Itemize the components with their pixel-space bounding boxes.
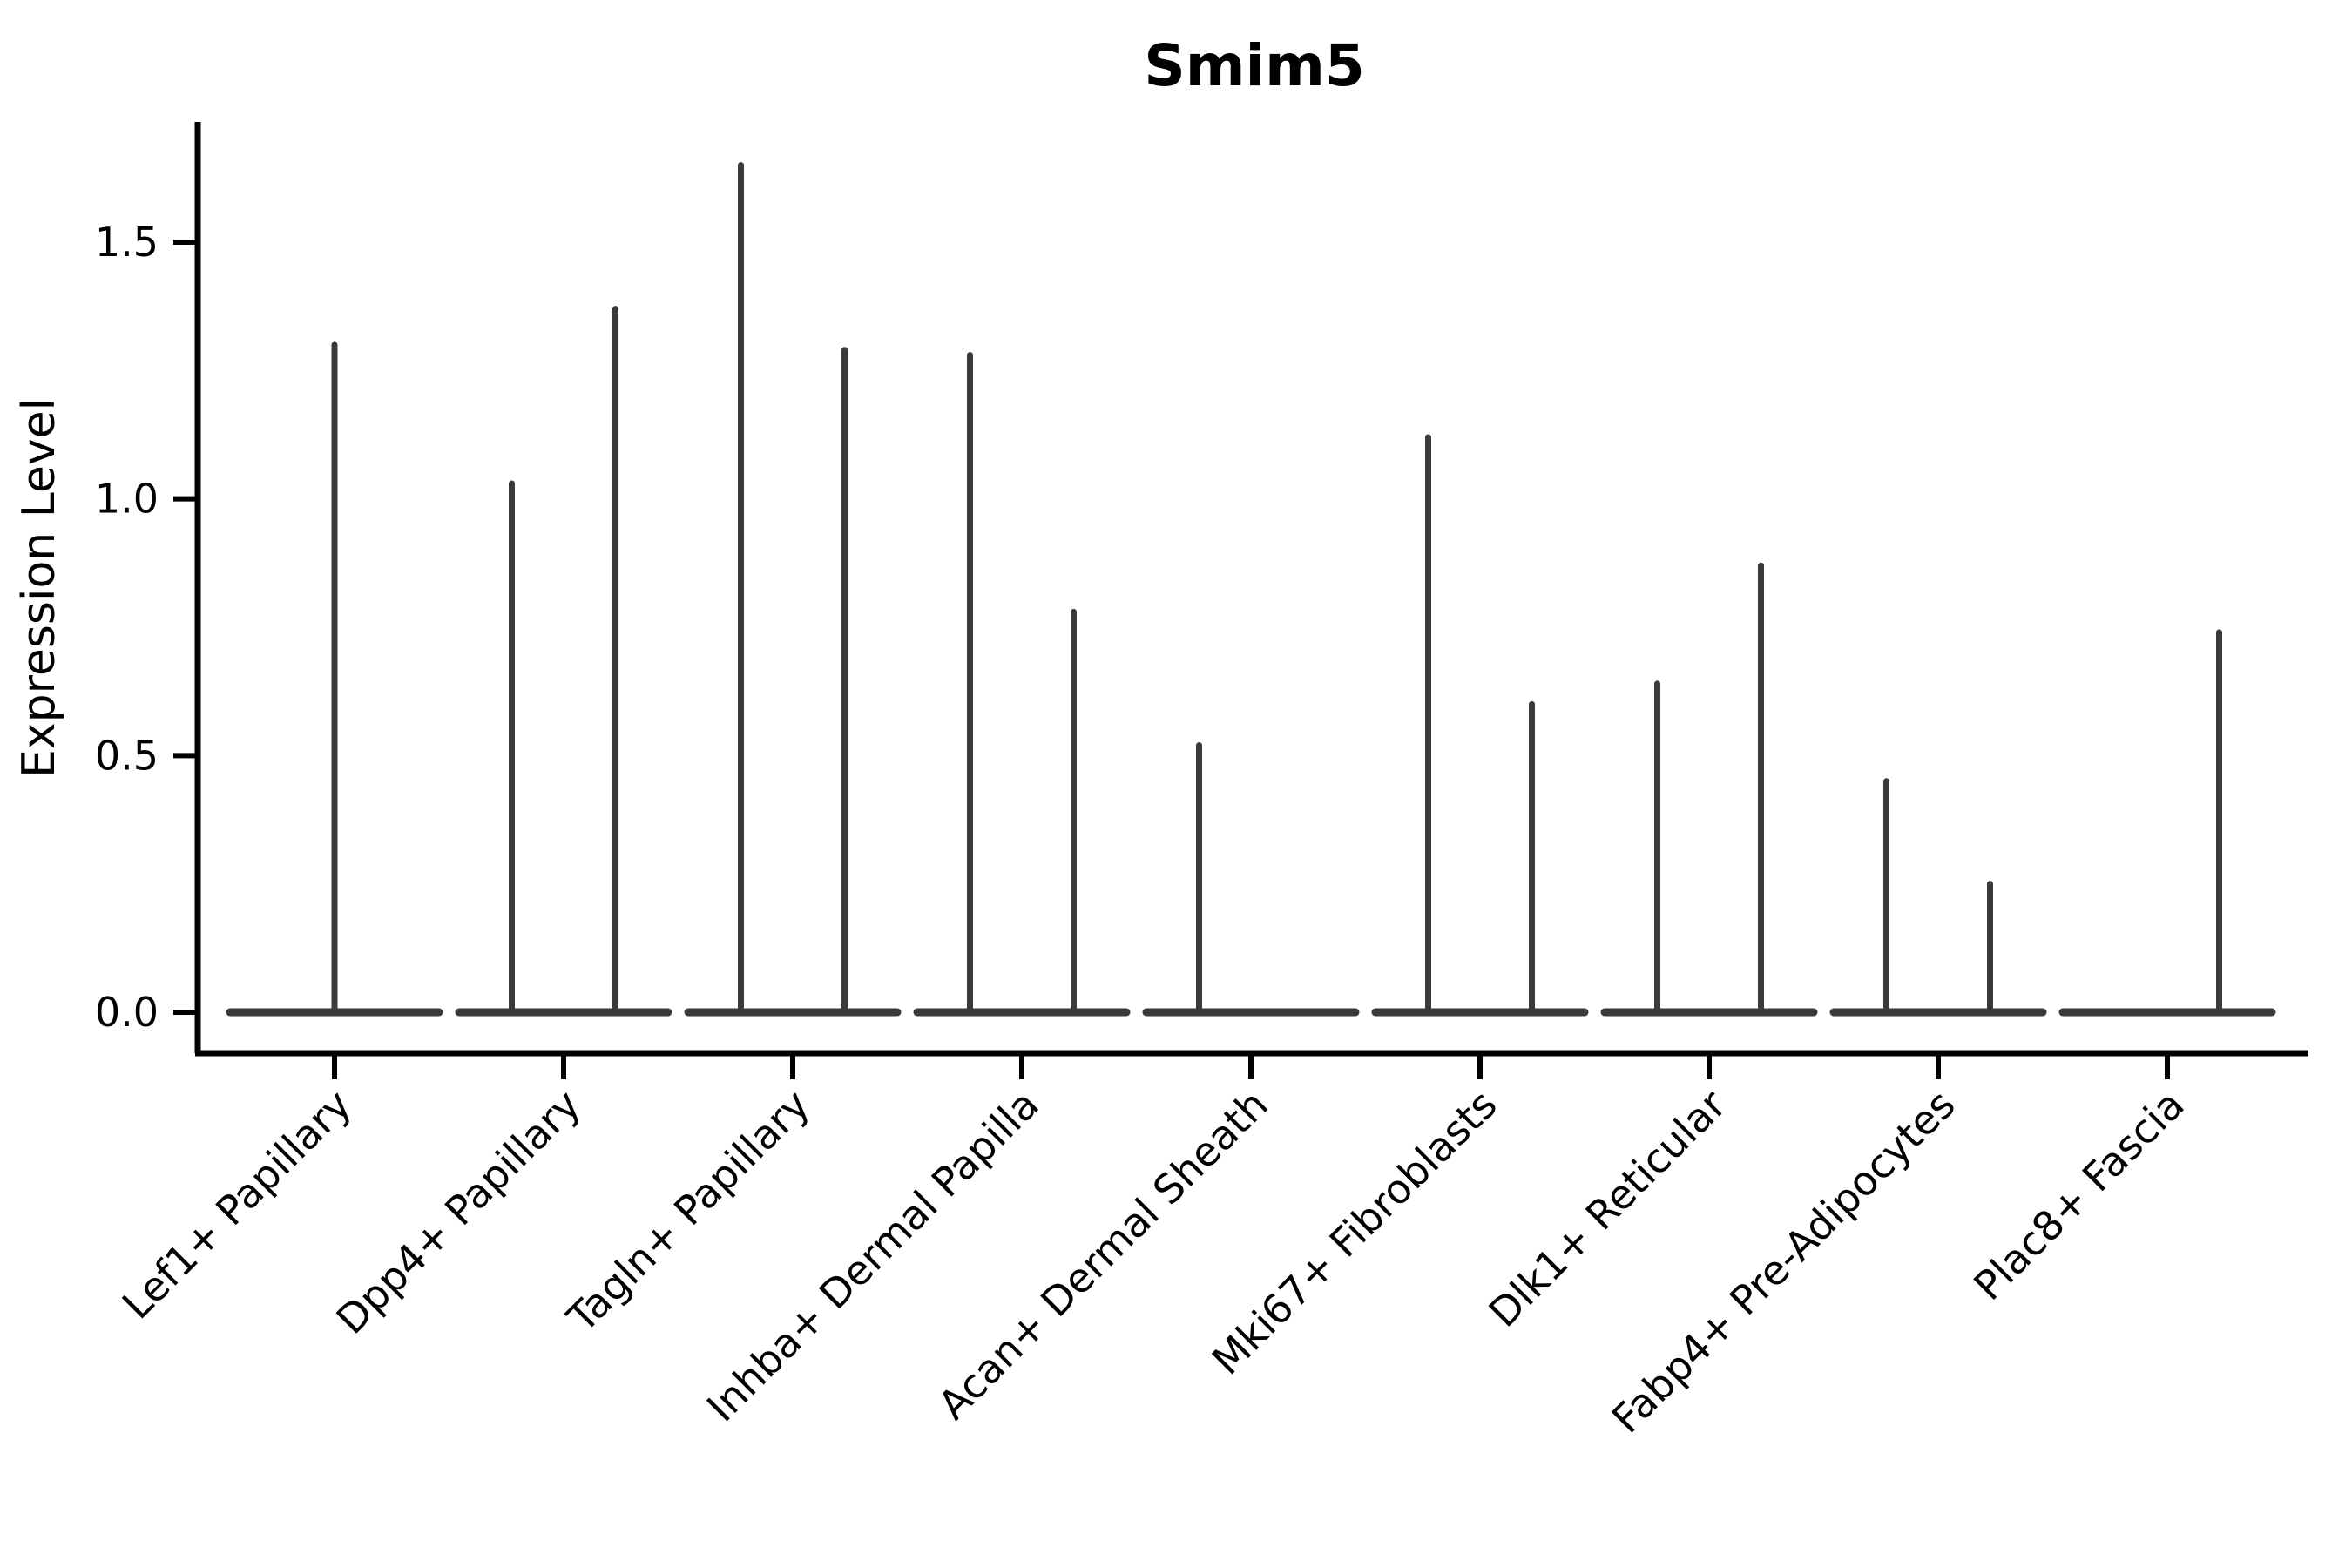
violins [226,162,2276,1017]
x-tick-label: Dlk1+ Reticular [1480,1081,1735,1336]
axes [173,122,2308,1079]
x-tick-label: Plac8+ Fascia [1964,1081,2193,1309]
y-tick-label: 1.5 [95,219,159,266]
x-tick-label: Lef1+ Papillary [113,1081,361,1328]
x-tick-label: Dpp4+ Papillary [328,1081,590,1343]
y-tick-label: 1.0 [95,476,159,523]
y-tick-label: 0.5 [95,732,159,779]
chart-title: Smim5 [1144,32,1365,99]
y-axis-label: Expression Level [13,398,65,778]
x-tick-label: Tagln+ Papillary [558,1081,819,1342]
y-tick-label: 0.0 [95,989,159,1036]
